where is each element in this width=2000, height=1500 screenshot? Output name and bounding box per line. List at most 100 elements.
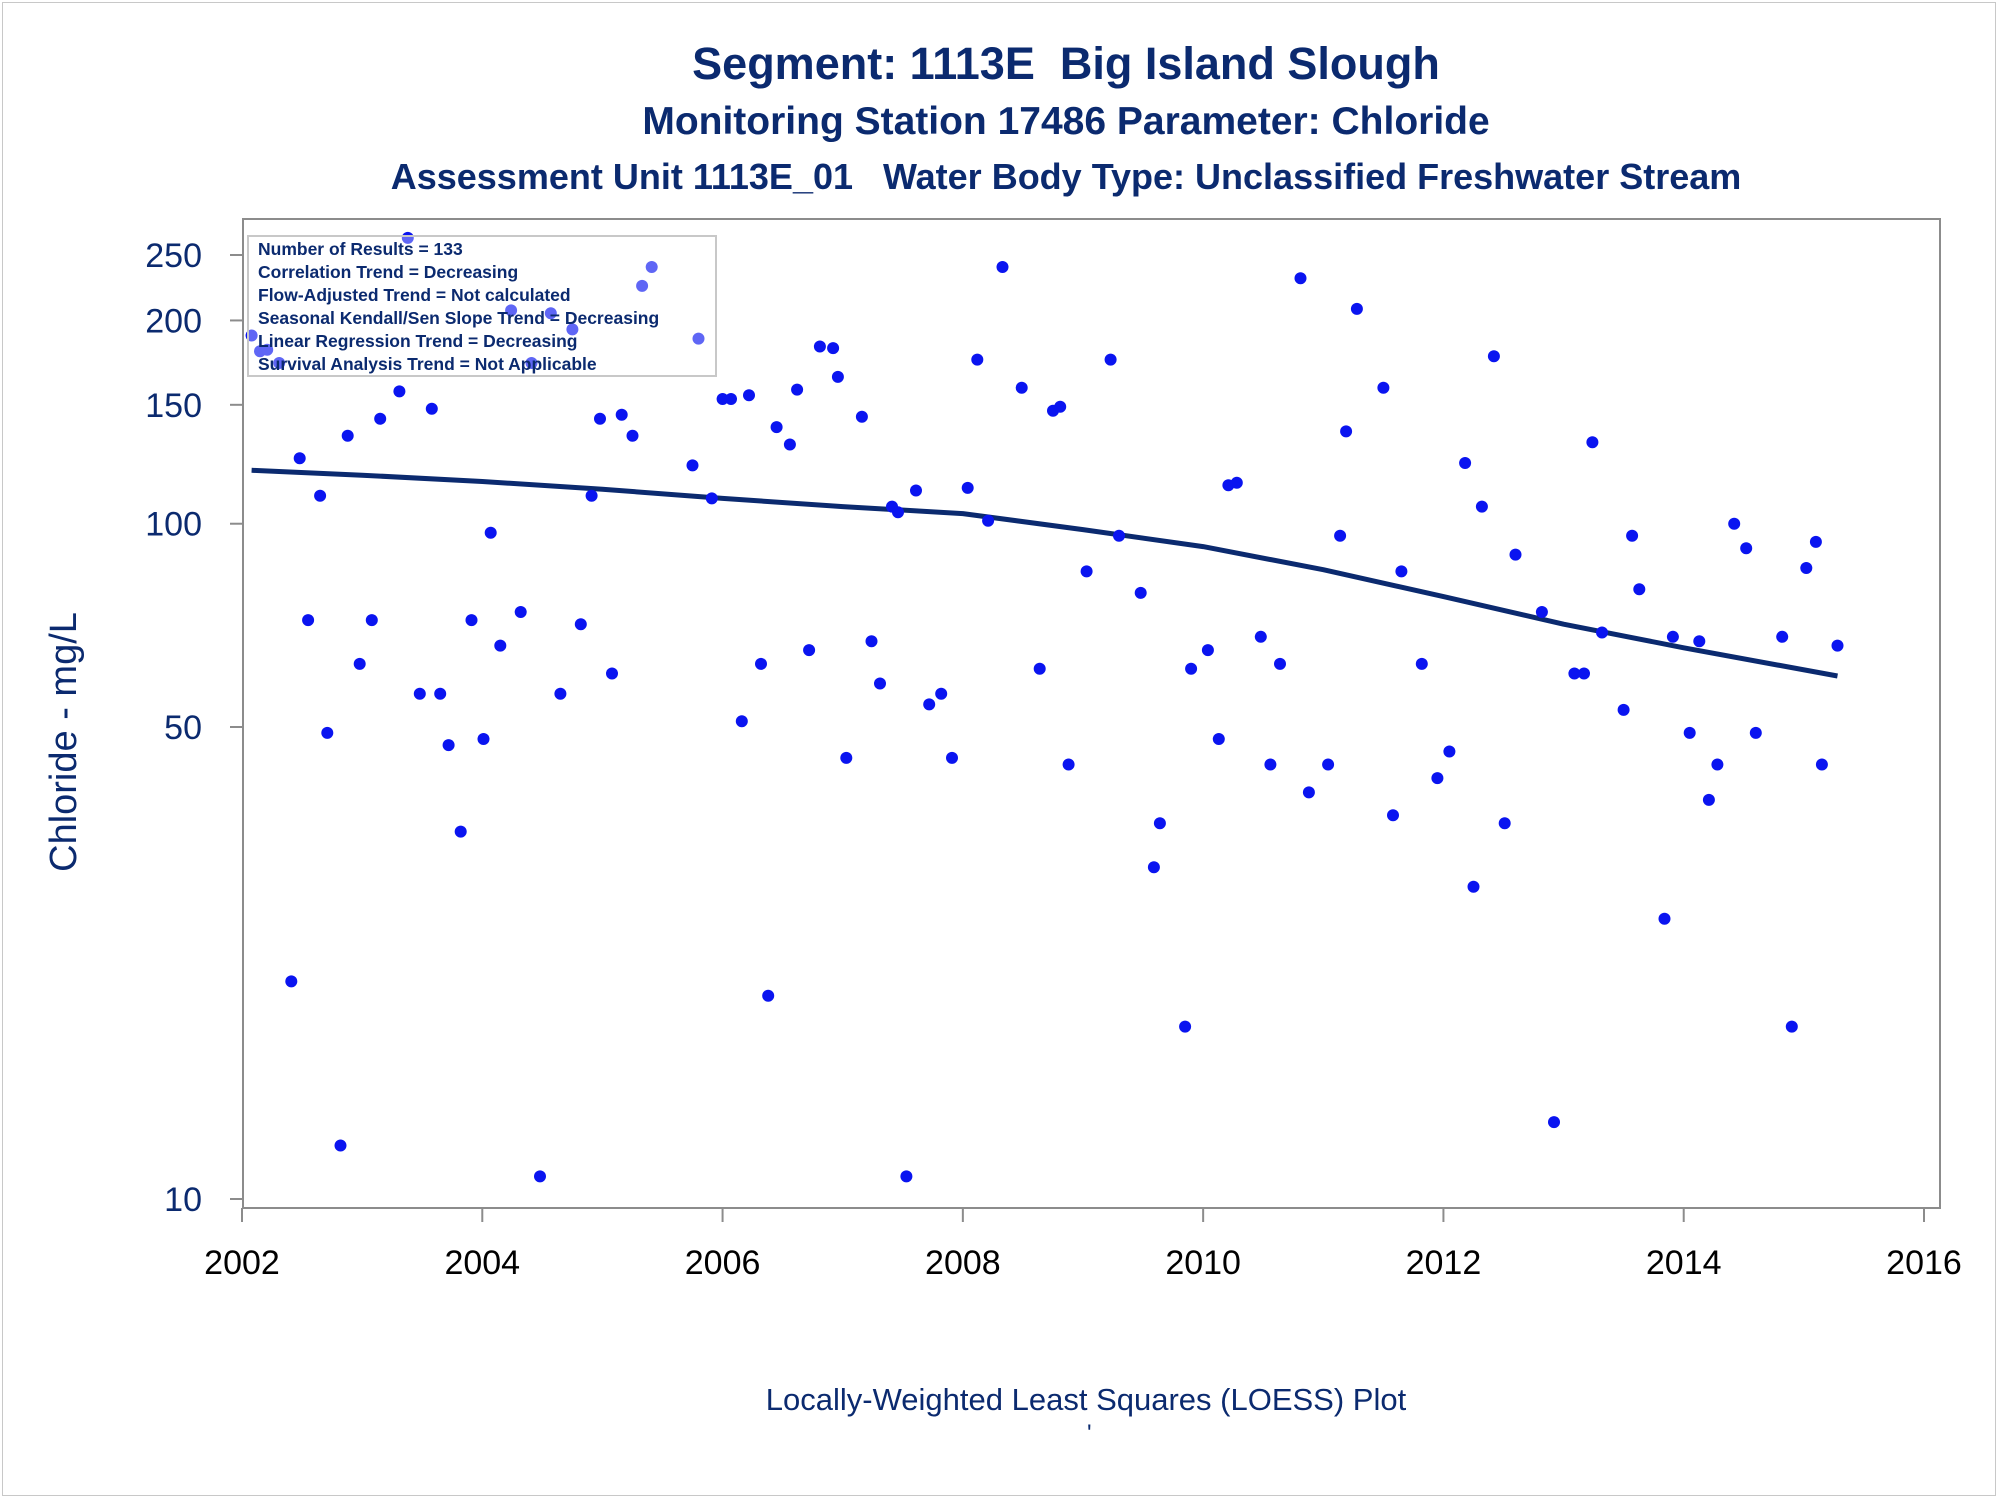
data-point bbox=[1274, 657, 1286, 670]
data-point bbox=[1487, 350, 1500, 363]
data-point bbox=[585, 489, 598, 502]
y-tick-label: 10 bbox=[164, 1181, 202, 1219]
data-point bbox=[855, 410, 868, 423]
data-point bbox=[1617, 703, 1630, 716]
data-point bbox=[1185, 662, 1198, 675]
data-point bbox=[321, 726, 334, 739]
data-point bbox=[606, 667, 618, 680]
data-point bbox=[1431, 772, 1444, 785]
y-axis: 10 50 100 150 200 250 bbox=[145, 219, 244, 1219]
data-point bbox=[705, 492, 718, 505]
data-point bbox=[1212, 733, 1225, 745]
data-point bbox=[892, 506, 904, 519]
data-point bbox=[636, 279, 649, 292]
data-point bbox=[1831, 639, 1844, 652]
data-point bbox=[716, 393, 729, 405]
data-point bbox=[393, 385, 406, 398]
data-point bbox=[1113, 529, 1125, 542]
data-point bbox=[285, 975, 298, 988]
data-point bbox=[594, 412, 606, 425]
data-point bbox=[961, 481, 974, 494]
data-point bbox=[314, 489, 327, 502]
data-point bbox=[1568, 667, 1581, 680]
data-point bbox=[494, 639, 507, 652]
data-point bbox=[434, 687, 447, 700]
data-point bbox=[831, 370, 844, 383]
data-point bbox=[1633, 583, 1646, 596]
data-point bbox=[505, 304, 518, 317]
plot-caption: Locally-Weighted Least Squares (LOESS) P… bbox=[765, 1382, 1407, 1417]
data-point bbox=[1104, 353, 1117, 366]
y-tick-label: 150 bbox=[145, 387, 202, 425]
data-point bbox=[1467, 880, 1480, 893]
data-point bbox=[1728, 517, 1741, 530]
data-point bbox=[1626, 529, 1639, 542]
data-point bbox=[813, 340, 826, 353]
data-point bbox=[1334, 529, 1347, 542]
y-tick-label: 250 bbox=[145, 237, 202, 275]
stats-line-survival-analysis: Survival Analysis Trend = Not Applicable bbox=[258, 354, 597, 374]
data-point bbox=[1711, 758, 1724, 771]
loess-line bbox=[251, 467, 1838, 679]
data-point bbox=[1548, 1116, 1560, 1129]
data-point bbox=[1302, 786, 1315, 799]
data-point bbox=[261, 343, 274, 356]
chart-subtitle: Monitoring Station 17486 Parameter: Chlo… bbox=[642, 100, 1490, 143]
stats-line-flow-adjusted: Flow-Adjusted Trend = Not calculated bbox=[258, 285, 571, 305]
data-point bbox=[334, 1139, 347, 1152]
stats-box: Number of Results = 133 Correlation Tren… bbox=[247, 235, 717, 377]
data-point bbox=[1179, 1020, 1192, 1033]
data-point bbox=[874, 677, 886, 690]
data-point bbox=[615, 408, 628, 421]
x-tick-label: 2002 bbox=[204, 1244, 280, 1282]
data-point bbox=[1201, 644, 1214, 657]
data-point bbox=[566, 323, 579, 336]
stats-line-results: Number of Results = 133 bbox=[258, 239, 463, 259]
data-point bbox=[477, 733, 490, 745]
x-tick-label: 2016 bbox=[1886, 1244, 1962, 1282]
x-tick-label: 2012 bbox=[1406, 1244, 1482, 1282]
data-point bbox=[645, 261, 658, 273]
data-point bbox=[1749, 726, 1762, 739]
data-point bbox=[341, 429, 354, 442]
data-point bbox=[1134, 586, 1147, 599]
data-point bbox=[692, 332, 705, 345]
data-point bbox=[374, 412, 387, 425]
y-tick-label: 100 bbox=[145, 506, 202, 544]
data-point bbox=[827, 342, 840, 355]
data-point bbox=[1062, 758, 1075, 771]
chart-subtitle-2: Assessment Unit 1113E_01 Water Body Type… bbox=[390, 156, 1742, 197]
data-point bbox=[770, 421, 783, 434]
data-point bbox=[743, 389, 755, 402]
data-point bbox=[273, 357, 286, 369]
data-point bbox=[755, 657, 767, 670]
data-point bbox=[735, 715, 748, 728]
stats-line-seasonal-kendall: Seasonal Kendall/Sen Slope Trend = Decre… bbox=[258, 308, 659, 328]
data-point bbox=[425, 402, 438, 415]
data-point bbox=[946, 751, 958, 764]
data-point bbox=[293, 452, 306, 465]
stats-line-linear-regression: Linear Regression Trend = Decreasing bbox=[258, 331, 578, 351]
x-tick-label: 2014 bbox=[1646, 1244, 1722, 1282]
data-point bbox=[574, 618, 587, 631]
data-point bbox=[1475, 500, 1488, 513]
data-point bbox=[1054, 400, 1067, 413]
y-tick-label: 200 bbox=[145, 302, 202, 340]
data-point bbox=[1815, 758, 1828, 771]
data-point bbox=[1683, 726, 1696, 739]
chart-title: Segment: 1113E Big Island Slough bbox=[692, 38, 1440, 89]
data-point bbox=[1080, 565, 1093, 578]
footer-mark: ' bbox=[1087, 1420, 1092, 1447]
data-point bbox=[1153, 817, 1166, 830]
data-point bbox=[1785, 1020, 1798, 1033]
data-point bbox=[1415, 657, 1428, 670]
data-point bbox=[910, 484, 922, 497]
data-point bbox=[1578, 667, 1590, 680]
data-point bbox=[1033, 662, 1046, 675]
data-point bbox=[783, 438, 796, 451]
data-point bbox=[686, 459, 699, 472]
x-tick-label: 2010 bbox=[1165, 1244, 1241, 1282]
data-point bbox=[900, 1170, 913, 1183]
